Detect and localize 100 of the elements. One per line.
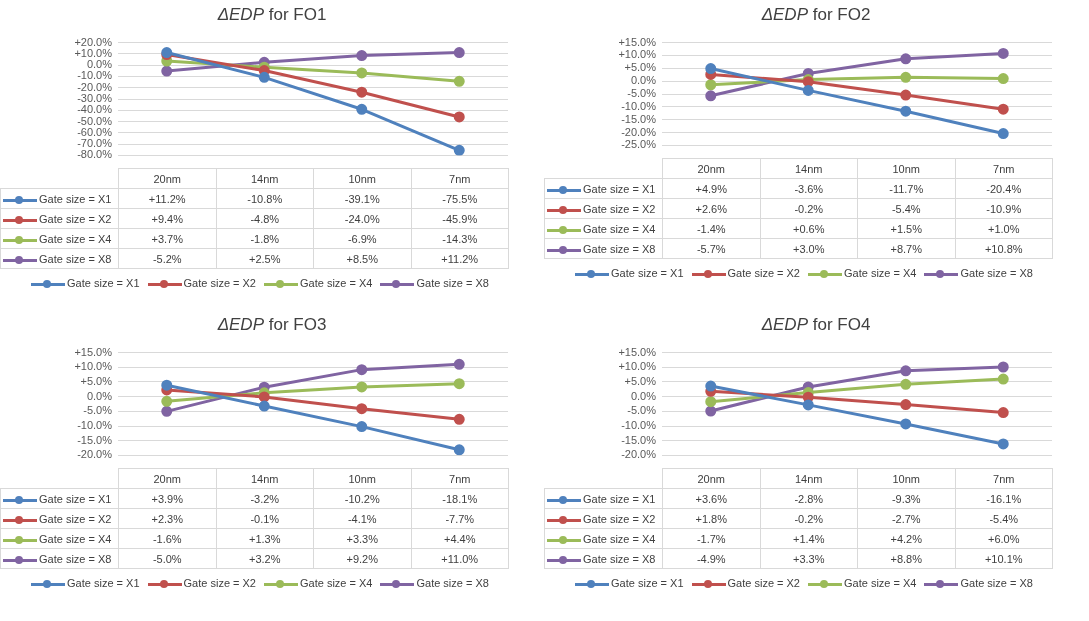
data-label: -14.3% [411,228,509,249]
data-label: -7.7% [411,508,509,529]
data-label: +2.5% [216,248,314,269]
category-label: 20nm [153,172,182,185]
data-label: +3.2% [216,548,314,569]
y-tick-label: 0.0% [86,389,113,402]
data-label: +4.9% [662,178,760,199]
y-tick-label: +10.0% [74,46,113,59]
data-label: +8.7% [857,238,955,259]
data-label: -1.7% [662,528,760,549]
y-tick-label: +20.0% [74,35,113,48]
data-label: +1.0% [955,218,1053,239]
y-tick-label: -30.0% [77,92,113,105]
legend-label: Gate size = X1 [39,192,112,205]
legend-label: Gate size = X4 [39,532,112,545]
data-label: +2.6% [662,198,760,219]
y-tick-label: -15.0% [77,433,113,446]
category-label: 10nm [892,162,921,175]
data-label: +3.7% [118,228,216,249]
data-label: -1.4% [662,218,760,239]
y-tick-label: -50.0% [77,114,113,127]
y-tick-label: -20.0% [77,448,113,461]
y-tick-label: -10.0% [77,69,113,82]
data-label: +0.6% [760,218,858,239]
category-label: 20nm [697,162,726,175]
data-label: +8.8% [857,548,955,569]
data-label: -0.2% [760,198,858,219]
data-label: -39.1% [313,188,411,209]
data-label: -6.9% [313,228,411,249]
data-label: +11.0% [411,548,509,569]
category-label: 7nm [993,162,1015,175]
chart-title: ΔEDP for FO1 [216,4,328,26]
text: Gate size = X8 [416,277,489,289]
data-label: +4.2% [857,528,955,549]
y-tick-label: +10.0% [618,360,657,373]
data-label: -9.3% [857,488,955,509]
data-label: +3.0% [760,238,858,259]
y-tick-label: -20.0% [621,448,657,461]
y-tick-label: +5.0% [624,61,657,74]
legend-label: Gate size = X2 [583,512,656,525]
category-label: 7nm [449,172,471,185]
chart-title: ΔEDP for FO3 [216,314,328,336]
y-tick-label: 0.0% [630,389,657,402]
data-label: +8.5% [313,248,411,269]
y-tick-label: -10.0% [77,419,113,432]
legend-label: Gate size = X2 [583,202,656,215]
y-tick-label: -5.0% [627,87,657,100]
data-label: -4.8% [216,208,314,229]
data-label: +9.2% [313,548,411,569]
data-label: -0.1% [216,508,314,529]
data-label: +11.2% [411,248,509,269]
text: Gate size = X8 [416,577,489,589]
data-label: +2.3% [118,508,216,529]
text: Gate size = X4 [844,267,917,279]
data-label: +3.3% [313,528,411,549]
data-label: +9.4% [118,208,216,229]
data-label: +1.3% [216,528,314,549]
data-label: -18.1% [411,488,509,509]
data-label: -45.9% [411,208,509,229]
y-tick-label: +15.0% [618,345,657,358]
category-label: 10nm [892,472,921,485]
text: Gate size = X8 [960,267,1033,279]
data-label: -20.4% [955,178,1053,199]
legend-label: Gate size = X2 [39,512,112,525]
data-label: -5.4% [857,198,955,219]
y-tick-label: 0.0% [630,74,657,87]
data-label: -5.7% [662,238,760,259]
text: Gate size = X1 [67,577,140,589]
y-tick-label: -70.0% [77,137,113,150]
legend-label: Gate size = X4 [583,532,656,545]
text: Gate size = X2 [727,267,800,279]
y-tick-label: -15.0% [621,433,657,446]
category-label: 7nm [449,472,471,485]
y-tick-label: -60.0% [77,125,113,138]
data-label: +1.4% [760,528,858,549]
text: Gate size = X2 [183,277,256,289]
data-label: +1.8% [662,508,760,529]
data-label: +10.1% [955,548,1053,569]
data-label: -0.2% [760,508,858,529]
category-label: 10nm [348,472,377,485]
data-label: -2.8% [760,488,858,509]
y-tick-label: +15.0% [74,345,113,358]
y-tick-label: -15.0% [621,112,657,125]
legend-label: Gate size = X8 [583,552,656,565]
data-label: -2.7% [857,508,955,529]
data-label: -24.0% [313,208,411,229]
y-tick-label: -40.0% [77,103,113,116]
category-label: 14nm [794,162,823,175]
y-tick-label: +5.0% [80,375,113,387]
category-label: 20nm [697,472,726,485]
category-label: 7nm [993,472,1015,485]
data-label: -1.8% [216,228,314,249]
data-label: +4.4% [411,528,509,549]
category-label: 14nm [794,472,823,485]
legend-label: Gate size = X2 [39,212,112,225]
y-tick-label: -10.0% [621,419,657,432]
y-tick-label: -5.0% [83,404,113,417]
legend-label: Gate size = X8 [583,242,656,255]
data-label: +10.8% [955,238,1053,259]
text: Gate size = X2 [727,577,800,589]
